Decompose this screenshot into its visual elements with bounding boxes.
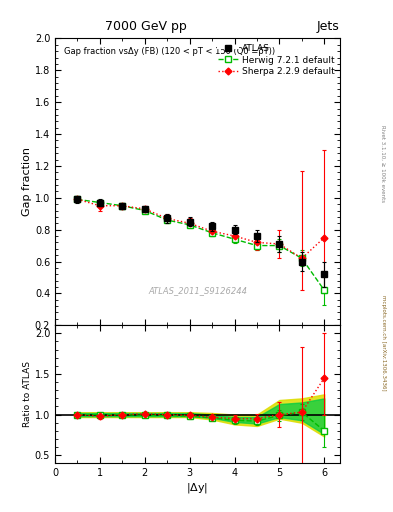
Legend: ATLAS, Herwig 7.2.1 default, Sherpa 2.2.9 default: ATLAS, Herwig 7.2.1 default, Sherpa 2.2.…: [215, 40, 338, 80]
Sherpa 2.2.9 default: [210, 228, 215, 234]
Herwig 7.2.1 default: [75, 196, 80, 202]
Sherpa 2.2.9 default: [277, 241, 282, 247]
Herwig 7.2.1 default: [322, 287, 327, 293]
Sherpa 2.2.9 default: [255, 239, 259, 245]
Line: ATLAS: ATLAS: [74, 196, 328, 278]
Sherpa 2.2.9 default: [187, 220, 192, 226]
Sherpa 2.2.9 default: [142, 206, 147, 212]
Text: Jets: Jets: [316, 20, 339, 33]
Text: Gap fraction vsΔy (FB) (120 < pT < 150 (Q0 =ρ̅T)): Gap fraction vsΔy (FB) (120 < pT < 150 (…: [64, 47, 275, 56]
ATLAS: [299, 259, 304, 265]
X-axis label: |$\Delta$y|: |$\Delta$y|: [186, 481, 209, 495]
Y-axis label: Gap fraction: Gap fraction: [22, 147, 32, 217]
ATLAS: [187, 219, 192, 225]
ATLAS: [210, 223, 215, 229]
ATLAS: [142, 206, 147, 212]
Sherpa 2.2.9 default: [97, 203, 102, 209]
ATLAS: [75, 196, 80, 202]
Herwig 7.2.1 default: [255, 243, 259, 249]
Herwig 7.2.1 default: [120, 203, 125, 209]
Sherpa 2.2.9 default: [75, 196, 80, 202]
Herwig 7.2.1 default: [187, 222, 192, 228]
Sherpa 2.2.9 default: [299, 255, 304, 262]
Herwig 7.2.1 default: [210, 230, 215, 236]
ATLAS: [232, 226, 237, 232]
Herwig 7.2.1 default: [142, 207, 147, 214]
Line: Herwig 7.2.1 default: Herwig 7.2.1 default: [74, 196, 327, 293]
ATLAS: [277, 241, 282, 247]
Line: Sherpa 2.2.9 default: Sherpa 2.2.9 default: [75, 197, 327, 261]
Y-axis label: Ratio to ATLAS: Ratio to ATLAS: [23, 361, 32, 428]
ATLAS: [165, 216, 169, 222]
ATLAS: [97, 200, 102, 206]
ATLAS: [322, 271, 327, 278]
Text: Rivet 3.1.10, ≥ 100k events: Rivet 3.1.10, ≥ 100k events: [381, 125, 386, 202]
Text: mcplots.cern.ch [arXiv:1306.3436]: mcplots.cern.ch [arXiv:1306.3436]: [381, 295, 386, 391]
ATLAS: [120, 203, 125, 209]
Text: 7000 GeV pp: 7000 GeV pp: [105, 20, 186, 33]
Sherpa 2.2.9 default: [232, 233, 237, 239]
Sherpa 2.2.9 default: [120, 203, 125, 209]
Herwig 7.2.1 default: [232, 236, 237, 242]
ATLAS: [255, 233, 259, 239]
Herwig 7.2.1 default: [277, 243, 282, 249]
Herwig 7.2.1 default: [299, 255, 304, 262]
Text: ATLAS_2011_S9126244: ATLAS_2011_S9126244: [148, 286, 247, 295]
Herwig 7.2.1 default: [97, 200, 102, 206]
Herwig 7.2.1 default: [165, 217, 169, 223]
Sherpa 2.2.9 default: [165, 216, 169, 222]
Sherpa 2.2.9 default: [322, 234, 327, 241]
